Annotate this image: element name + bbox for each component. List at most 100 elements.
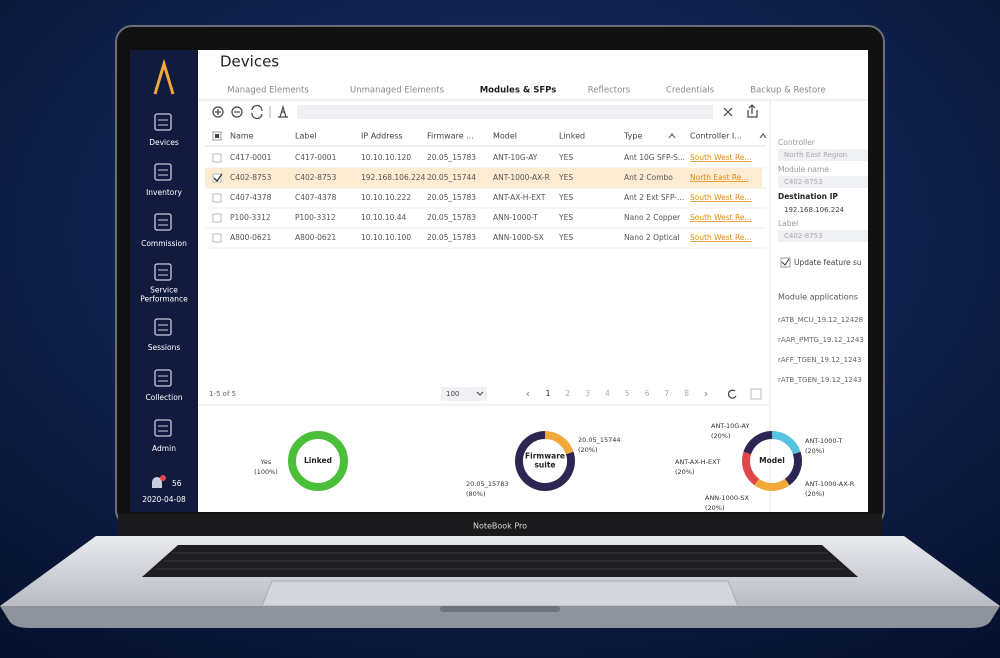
- feature-checkbox[interactable]: [780, 257, 791, 268]
- hinge: [118, 514, 882, 536]
- field-label: Label: [778, 219, 798, 228]
- cell: Nano 2 Copper: [624, 213, 681, 222]
- column-header[interactable]: Linked: [559, 132, 585, 141]
- column-header[interactable]: IP Address: [361, 132, 403, 141]
- nav-icon: [154, 163, 172, 181]
- page-number[interactable]: 4: [605, 389, 610, 398]
- logo: [153, 58, 175, 95]
- donut-label: 20.05_15744: [578, 436, 621, 444]
- field-label: Module name: [778, 165, 829, 174]
- nav-item[interactable]: Collection: [145, 393, 182, 402]
- cell: C417-0001: [230, 153, 272, 162]
- nav-icon: [154, 263, 172, 281]
- tab[interactable]: Modules & SFPs: [480, 86, 557, 96]
- select-caret: [476, 391, 484, 396]
- sidebar: [130, 50, 198, 512]
- donut-label: ANN-1000-SX: [705, 494, 750, 502]
- donut-value-label: (20%): [805, 447, 825, 455]
- sort-arrow: [668, 133, 676, 139]
- cell: 20.05_15783: [427, 153, 476, 162]
- field-value: C402-8753: [784, 232, 823, 240]
- refresh[interactable]: [727, 389, 737, 399]
- application: rAFF_TGEN_19.12_1243: [778, 356, 861, 364]
- controller-link[interactable]: South West Re...: [690, 213, 752, 222]
- cell: A800-0621: [230, 233, 271, 242]
- row-count: 1-5 of 5: [209, 390, 236, 398]
- cell: 20.05_15783: [427, 213, 476, 222]
- row-checkbox[interactable]: [212, 153, 222, 163]
- donut-segment: [771, 431, 801, 455]
- cell: 20.05_15744: [427, 173, 476, 182]
- applications-title: Module applications: [778, 293, 858, 302]
- column-header[interactable]: Type: [623, 132, 642, 141]
- cell: 20.05_15783: [427, 193, 476, 202]
- column-header[interactable]: Label: [295, 132, 317, 141]
- cell: ANN-1000-T: [493, 213, 538, 222]
- tab[interactable]: Managed Elements: [227, 86, 309, 96]
- search-box[interactable]: [297, 105, 713, 119]
- footer-checkbox[interactable]: [750, 388, 762, 400]
- field-label: Destination IP: [778, 192, 838, 201]
- column-header[interactable]: Model: [493, 132, 517, 141]
- row-checkbox[interactable]: [212, 193, 222, 203]
- cell: 20.05_15783: [427, 233, 476, 242]
- feature-check: [781, 258, 790, 266]
- column-header[interactable]: Firmware ...: [427, 132, 474, 141]
- page-number[interactable]: 1: [546, 389, 551, 398]
- page-number[interactable]: 7: [664, 389, 669, 398]
- cell: Nano 2 Optical: [624, 233, 680, 242]
- donut-value-label: (20%): [578, 446, 598, 454]
- controller-link[interactable]: South West Re...: [690, 193, 752, 202]
- page-number[interactable]: 3: [585, 389, 590, 398]
- cell: YES: [558, 233, 573, 242]
- tab[interactable]: Unmanaged Elements: [350, 86, 445, 96]
- nav-item[interactable]: Sessions: [148, 343, 181, 352]
- nav-item[interactable]: Service Performance: [140, 286, 188, 304]
- field-input[interactable]: [778, 230, 873, 242]
- nav-item[interactable]: Admin: [152, 444, 176, 453]
- nav-item[interactable]: Inventory: [146, 188, 182, 197]
- page-number[interactable]: 5: [625, 389, 630, 398]
- cell: P100-3312: [230, 213, 271, 222]
- nav-icon: [154, 369, 172, 387]
- page-number[interactable]: 6: [645, 389, 650, 398]
- donut-value-label: (80%): [466, 490, 486, 498]
- donut-label: ANT-AX-H-EXT: [675, 458, 720, 466]
- column-header[interactable]: Controller I...: [690, 132, 742, 141]
- row-highlight: [205, 168, 762, 188]
- page-title: Devices: [220, 53, 279, 71]
- cell: YES: [558, 193, 573, 202]
- controller-link[interactable]: South West Re...: [690, 153, 752, 162]
- field-input[interactable]: [778, 176, 873, 188]
- donut-segment: [743, 431, 773, 455]
- toolbar-icons: [212, 104, 758, 120]
- donut-title: Model: [759, 456, 785, 465]
- cell: ANT-1000-AX-R: [493, 173, 550, 182]
- nav-item[interactable]: Devices: [149, 138, 179, 147]
- tab[interactable]: Credentials: [666, 86, 715, 96]
- row-checkbox[interactable]: [212, 233, 222, 243]
- tab[interactable]: Backup & Restore: [750, 86, 825, 96]
- cell: 192.168.106.224: [361, 173, 426, 182]
- row-checkbox[interactable]: [212, 173, 222, 183]
- donut-label: ANT-1000-AX-R: [805, 480, 855, 488]
- cell: YES: [558, 213, 573, 222]
- page-size: 100: [446, 390, 459, 398]
- field-input[interactable]: [778, 149, 873, 161]
- application: rATB_TGEN_19.12_1243: [778, 376, 862, 384]
- page-number[interactable]: 8: [684, 389, 689, 398]
- controller-link[interactable]: North East Re...: [690, 173, 749, 182]
- row-checkbox[interactable]: [212, 213, 222, 223]
- application: rATB_MCU_19.12_12428: [778, 316, 863, 324]
- controller-link[interactable]: South West Re...: [690, 233, 752, 242]
- nav-icon: [154, 318, 172, 336]
- tab[interactable]: Reflectors: [588, 86, 631, 96]
- cell: C402-8753: [295, 173, 337, 182]
- cell: Ant 2 Ext SFP-...: [624, 193, 684, 202]
- column-header[interactable]: Name: [230, 132, 254, 141]
- page-size-select[interactable]: [441, 387, 487, 401]
- nav-item[interactable]: Commission: [141, 239, 187, 248]
- page-number[interactable]: 2: [565, 389, 570, 398]
- cell: A800-0621: [295, 233, 336, 242]
